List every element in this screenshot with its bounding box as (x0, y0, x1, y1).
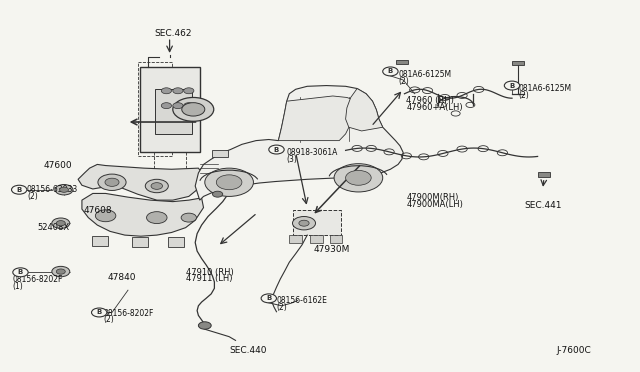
Circle shape (346, 170, 371, 185)
Bar (538, 172, 550, 177)
Text: (2): (2) (276, 303, 287, 312)
Circle shape (205, 168, 253, 196)
Polygon shape (346, 89, 383, 131)
Text: 52408X: 52408X (37, 223, 69, 232)
Circle shape (198, 322, 211, 329)
Text: (3): (3) (287, 155, 298, 164)
Polygon shape (195, 86, 403, 200)
Circle shape (145, 179, 168, 193)
Bar (168, 237, 184, 247)
Text: SEC.440: SEC.440 (229, 346, 267, 355)
Text: 47910 (RH): 47910 (RH) (186, 268, 234, 277)
Text: 081A6-6125M: 081A6-6125M (518, 84, 572, 93)
Bar (310, 235, 323, 243)
Bar (132, 237, 148, 247)
Text: (2): (2) (27, 192, 38, 201)
Text: B: B (388, 68, 393, 74)
Polygon shape (78, 164, 204, 200)
Text: 47911 (LH): 47911 (LH) (186, 275, 232, 283)
Text: 08156-63033: 08156-63033 (27, 185, 78, 194)
Circle shape (216, 175, 242, 190)
Circle shape (212, 191, 223, 197)
Text: 08156-8202F: 08156-8202F (13, 275, 63, 284)
Bar (512, 61, 524, 65)
Polygon shape (278, 96, 357, 141)
Circle shape (151, 183, 163, 189)
Circle shape (173, 103, 183, 109)
Circle shape (12, 185, 27, 194)
Text: 47930M: 47930M (314, 245, 350, 254)
Circle shape (55, 185, 73, 195)
Circle shape (383, 67, 398, 76)
Circle shape (173, 88, 183, 94)
Circle shape (504, 81, 520, 90)
Text: 08918-3061A: 08918-3061A (287, 148, 338, 157)
Circle shape (292, 217, 316, 230)
Text: B: B (97, 310, 102, 315)
Text: (2): (2) (398, 77, 409, 86)
Text: 08156-8202F: 08156-8202F (104, 309, 154, 318)
Circle shape (95, 210, 116, 222)
Circle shape (299, 220, 309, 226)
Circle shape (56, 221, 65, 226)
Circle shape (56, 269, 65, 274)
Text: B: B (17, 187, 22, 193)
Circle shape (184, 88, 194, 94)
Circle shape (98, 174, 126, 190)
Text: SEC.441: SEC.441 (525, 201, 563, 210)
Circle shape (173, 97, 214, 121)
Text: SEC.462: SEC.462 (154, 29, 191, 38)
Circle shape (261, 294, 276, 303)
Circle shape (269, 145, 284, 154)
Bar (289, 235, 302, 243)
Text: J-7600C: J-7600C (557, 346, 591, 355)
Text: 47608: 47608 (83, 206, 112, 215)
Text: B: B (509, 83, 515, 89)
Circle shape (181, 213, 196, 222)
Text: (2): (2) (518, 91, 529, 100)
Circle shape (182, 103, 205, 116)
Text: 47960+A(LH): 47960+A(LH) (406, 103, 463, 112)
Text: 47840: 47840 (108, 273, 136, 282)
Circle shape (334, 164, 383, 192)
Text: B: B (274, 147, 279, 153)
Circle shape (92, 308, 107, 317)
Circle shape (52, 266, 70, 277)
Bar (155, 89, 192, 134)
Circle shape (105, 178, 119, 186)
Polygon shape (293, 210, 341, 235)
Bar (330, 235, 342, 243)
Bar (92, 236, 108, 246)
Bar (396, 60, 408, 64)
Circle shape (60, 187, 68, 192)
Text: 47960 (RH): 47960 (RH) (406, 96, 454, 105)
Circle shape (52, 218, 70, 228)
Polygon shape (82, 193, 204, 236)
Text: 47600: 47600 (44, 161, 72, 170)
Circle shape (13, 268, 28, 277)
Circle shape (161, 103, 172, 109)
Bar (212, 150, 228, 157)
Circle shape (184, 103, 194, 109)
Text: 08156-6162E: 08156-6162E (276, 296, 327, 305)
Text: B: B (266, 295, 271, 301)
Circle shape (161, 88, 172, 94)
Text: 47900M(RH): 47900M(RH) (406, 193, 459, 202)
Circle shape (147, 212, 167, 224)
Text: (2): (2) (104, 315, 115, 324)
Text: 47900MA(LH): 47900MA(LH) (406, 200, 463, 209)
Polygon shape (140, 67, 200, 152)
Text: (1): (1) (13, 282, 24, 291)
Text: 081A6-6125M: 081A6-6125M (398, 70, 451, 79)
Text: B: B (18, 269, 23, 275)
